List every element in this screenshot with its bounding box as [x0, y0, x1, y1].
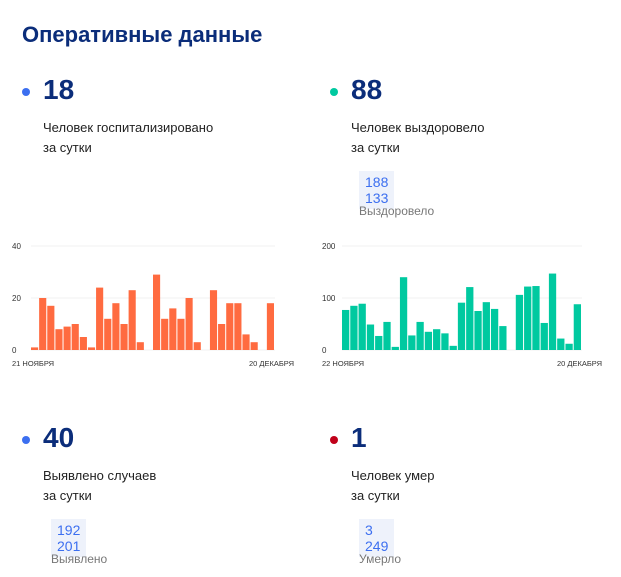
bar [47, 305, 55, 350]
bar [565, 343, 573, 350]
bar [540, 322, 548, 350]
y-tick-label: 100 [322, 294, 336, 303]
total-badge: 192 201 [51, 519, 87, 557]
bar [234, 303, 242, 350]
x-end-label: 20 ДЕКАБРЯ [557, 359, 602, 368]
stat-value: 18 [43, 74, 75, 105]
stat-value: 88 [351, 74, 383, 105]
x-start-label: 21 НОЯБРЯ [12, 359, 54, 368]
bar [31, 347, 39, 350]
bar [96, 287, 104, 350]
bullet-icon [22, 88, 30, 96]
bar [39, 298, 47, 350]
bar [466, 287, 474, 350]
bar [573, 304, 581, 350]
y-tick-label: 40 [12, 242, 21, 251]
bar [548, 273, 557, 350]
bar [524, 286, 532, 350]
stat-period: за сутки [351, 140, 400, 155]
bar [185, 298, 193, 350]
stat-value: 40 [43, 422, 75, 453]
total-badge: 3 249 [359, 519, 395, 557]
bar [161, 318, 169, 350]
bar [342, 309, 350, 350]
bar [226, 303, 234, 350]
bar [63, 326, 71, 350]
bar [499, 326, 507, 350]
stat-period: за сутки [43, 140, 92, 155]
bar [112, 303, 120, 350]
bar [153, 274, 161, 350]
bar [177, 318, 185, 350]
bar [408, 335, 416, 350]
x-end-label: 20 ДЕКАБРЯ [249, 359, 294, 368]
stat-period: за сутки [351, 488, 400, 503]
bar [490, 308, 499, 350]
bar [55, 329, 63, 350]
stat-desc: Человек госпитализировано [43, 120, 214, 135]
bullet-icon [22, 436, 30, 444]
bar [120, 324, 128, 350]
bar [266, 303, 274, 350]
stat-desc: Выявлено случаев [43, 468, 157, 483]
stat-value: 1 [351, 422, 367, 453]
bar [441, 333, 449, 350]
stat-desc: Человек умер [351, 468, 435, 483]
y-tick-label: 0 [12, 346, 17, 355]
bar [136, 342, 144, 350]
total-badge: 188 133 [359, 171, 395, 209]
total-label: Выздоровело [359, 204, 435, 218]
bar [104, 318, 112, 350]
bar [242, 334, 250, 350]
bullet-icon [330, 436, 338, 444]
total-label: Умерло [359, 552, 402, 566]
bar [424, 331, 433, 350]
bar [250, 342, 258, 350]
bullet-icon [330, 88, 338, 96]
bar [366, 324, 375, 350]
bar [532, 286, 540, 350]
bar [383, 321, 391, 350]
bar [449, 345, 457, 350]
bar [358, 303, 366, 350]
bar [474, 311, 482, 350]
bar [71, 324, 79, 350]
stat-period: за сутки [43, 488, 92, 503]
total-label: Выявлено [51, 552, 108, 566]
x-start-label: 22 НОЯБРЯ [322, 359, 364, 368]
bar [79, 337, 87, 350]
page-title: Оперативные данные [22, 22, 263, 47]
hospitalized-chart: 0 20 40 21 НОЯБРЯ 20 ДЕКАБРЯ [12, 242, 294, 368]
bar [399, 277, 408, 350]
bar [218, 324, 226, 350]
y-tick-label: 20 [12, 294, 21, 303]
bar [209, 290, 218, 350]
bar [193, 342, 201, 350]
bar [433, 329, 441, 350]
bar [457, 302, 466, 350]
y-tick-label: 200 [322, 242, 336, 251]
bar [391, 346, 399, 350]
recovered-chart: 0 100 200 22 НОЯБРЯ 20 ДЕКАБРЯ [322, 242, 602, 368]
bar [128, 290, 136, 350]
bar [482, 302, 490, 350]
bar [350, 305, 358, 350]
bar [557, 338, 565, 350]
bar [87, 347, 96, 350]
bar [375, 335, 383, 350]
bar [515, 294, 524, 350]
stat-desc: Человек выздоровело [351, 120, 485, 135]
bar [169, 308, 177, 350]
y-tick-label: 0 [322, 346, 327, 355]
bar [416, 321, 424, 350]
